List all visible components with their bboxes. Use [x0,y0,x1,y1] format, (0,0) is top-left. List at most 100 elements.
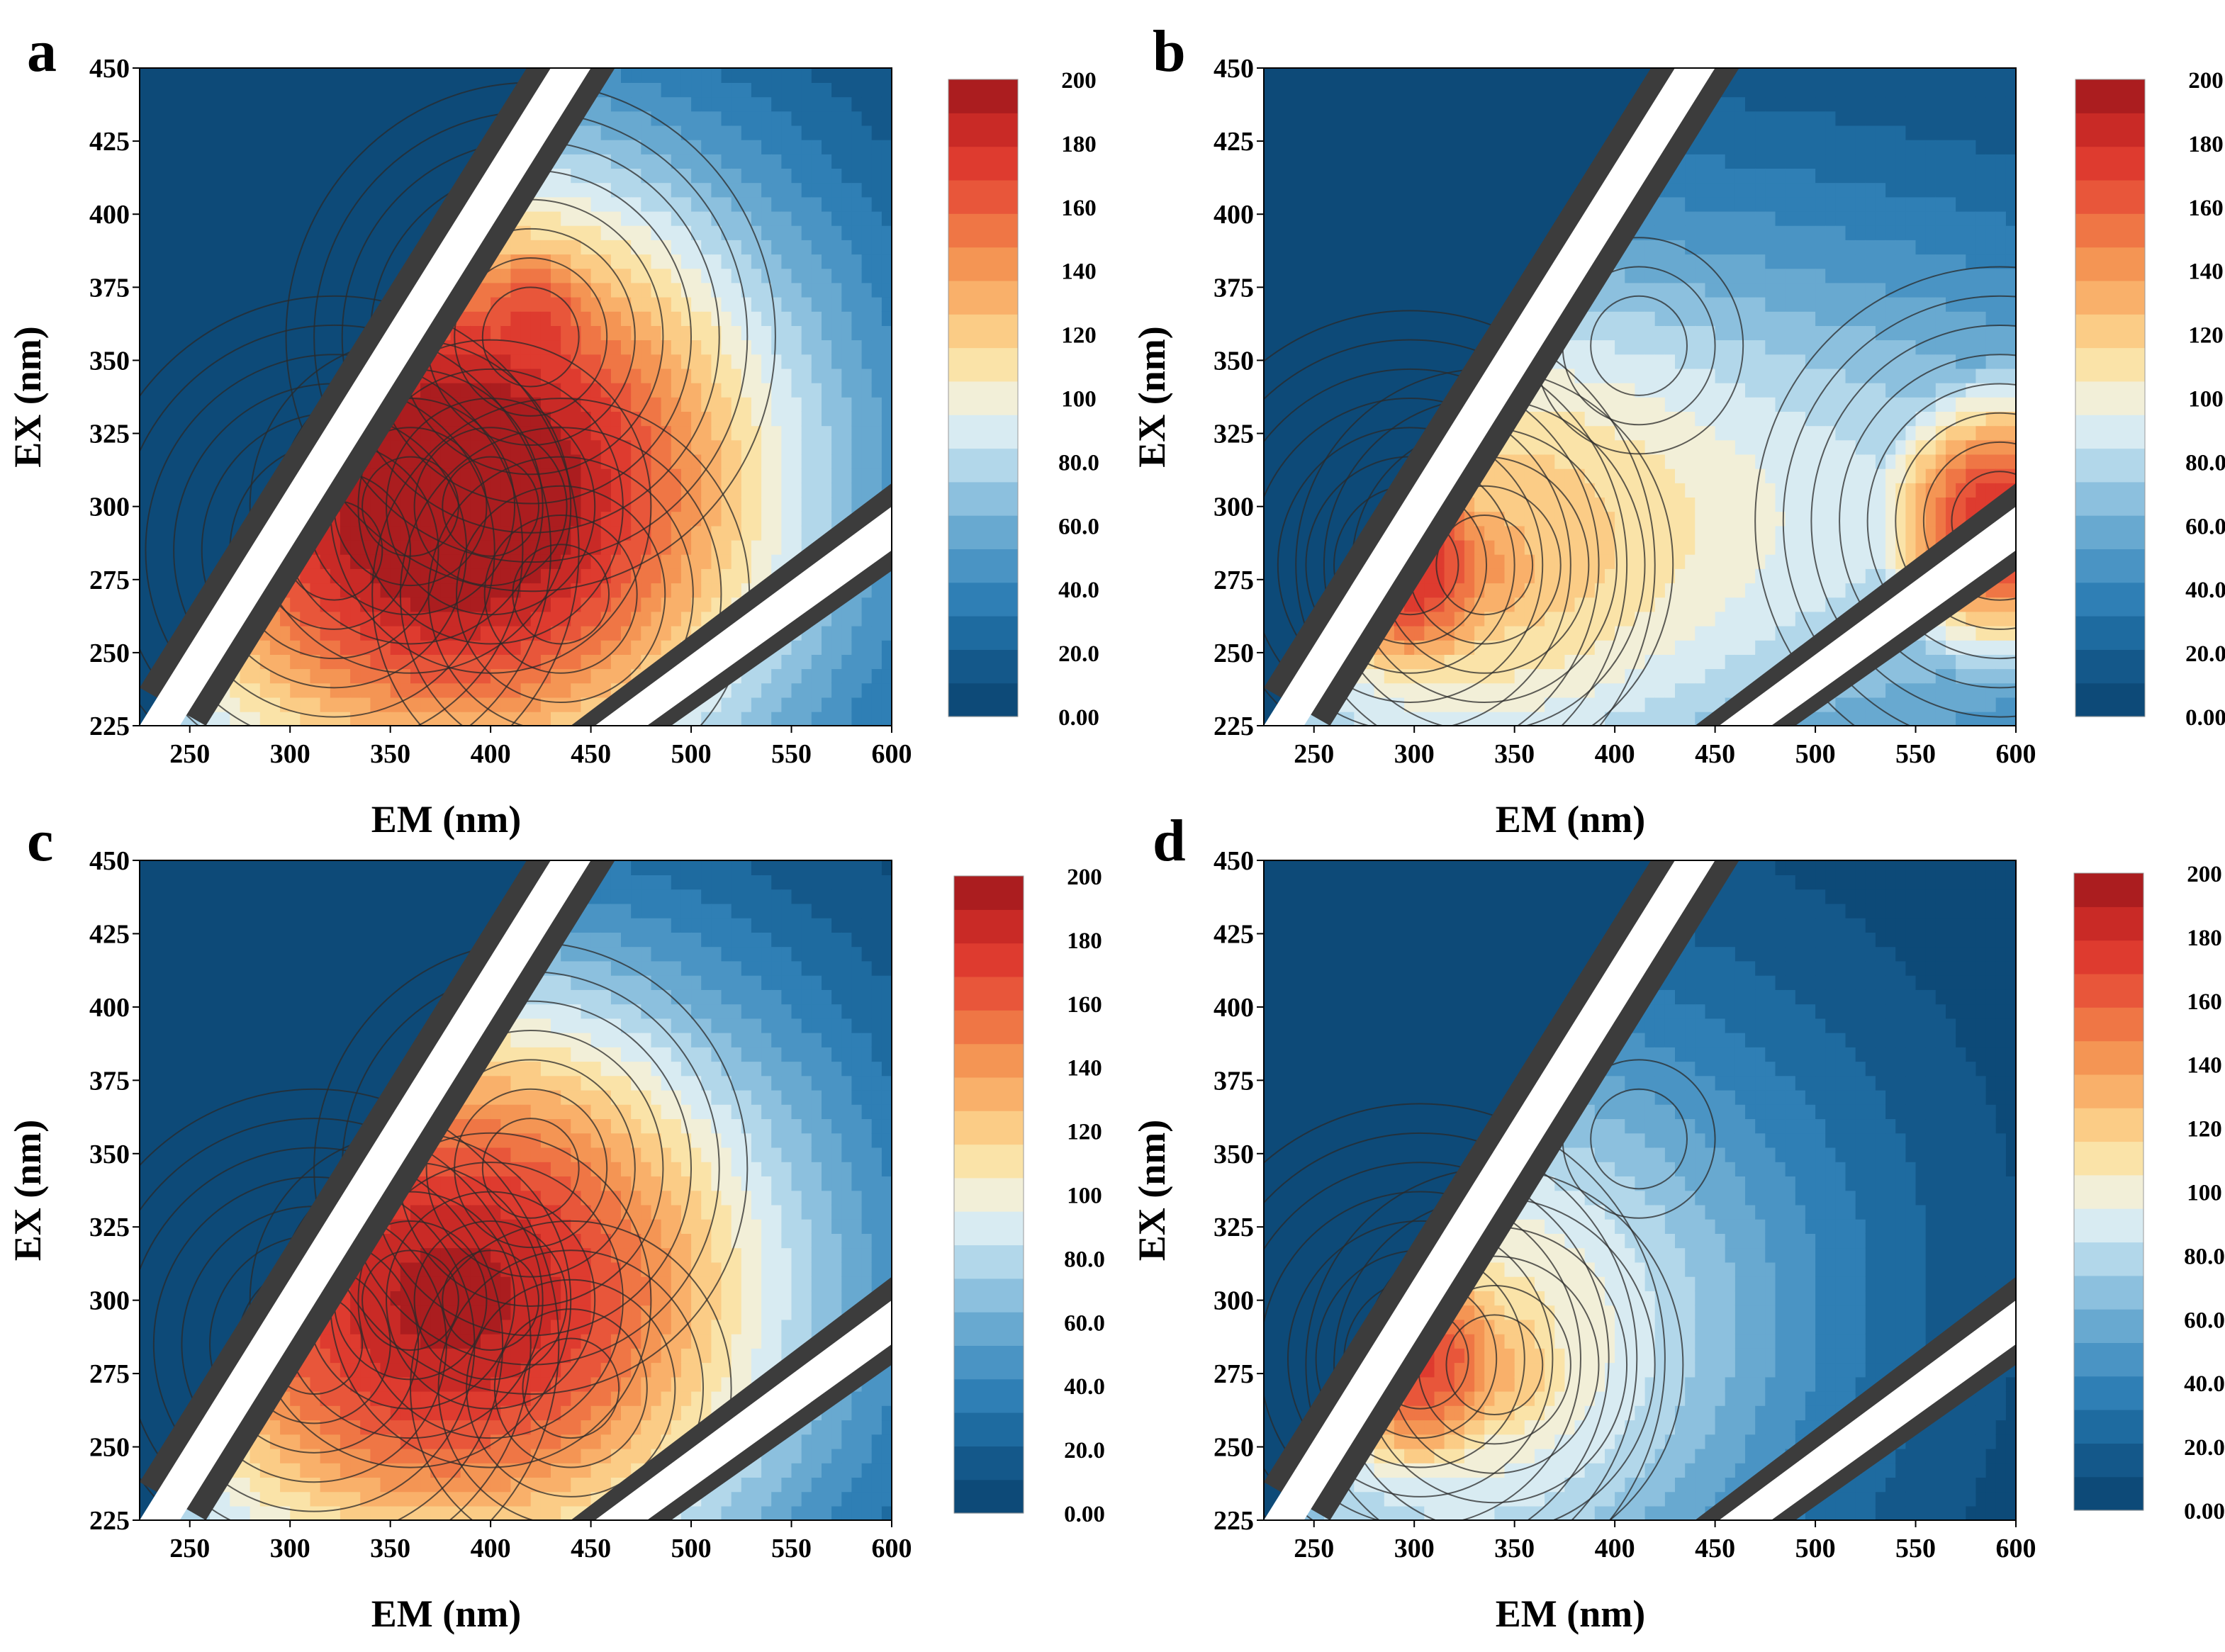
plot-area [140,68,892,726]
x-axis-label: EM (nm) [371,1592,521,1635]
colorbar-segment [2075,682,2145,717]
colorbar-segment [954,1177,1024,1212]
rayleigh-scatter-band [140,68,591,726]
colorbar-segment [2074,1007,2143,1042]
colorbar-segment [954,1077,1024,1111]
colorbar-tick-label: 180 [2188,132,2224,157]
colorbar-tick-label: 100 [1061,387,1097,412]
colorbar-tick-label: 20.0 [2184,1435,2225,1461]
colorbar-tick-label: 100 [2187,1181,2222,1206]
plot-frame [1263,860,2017,1521]
colorbar-segment [948,213,1018,248]
colorbar-segment [954,1010,1024,1045]
x-axis-label: EM (nm) [1496,1592,1645,1635]
y-tick-label: 325 [89,420,130,449]
colorbar-tick-label: 140 [2188,259,2224,285]
colorbar-tick-label: 0.00 [1058,705,1099,731]
x-tick-label: 500 [1795,739,1836,769]
colorbar-segment [948,682,1018,717]
y-tick-label: 350 [1214,346,1254,376]
colorbar-tick-label: 0.00 [2184,1499,2225,1524]
colorbar-tick-label: 60.0 [1064,1310,1105,1336]
colorbar-segment [954,909,1024,944]
colorbar-tick-label: 140 [1067,1056,1102,1081]
colorbar-tick-label: 160 [2187,989,2222,1015]
colorbar-tick-label: 180 [1067,928,1102,954]
y-tick-label: 375 [89,273,130,303]
x-tick-label: 550 [771,1534,812,1563]
y-tick-label: 275 [89,566,130,595]
colorbar-segment [2074,1342,2143,1377]
colorbar-segment [948,113,1018,147]
rayleigh-scatter-band [140,860,591,1520]
colorbar-tick-label: 160 [2188,196,2224,221]
colorbar-tick-label: 40.0 [1064,1374,1105,1400]
colorbar-tick-label: 60.0 [1058,514,1099,539]
y-tick-label: 425 [89,127,130,157]
y-tick-label: 250 [1214,1433,1254,1463]
x-tick-label: 600 [872,1534,912,1563]
colorbar-segment [948,649,1018,684]
colorbar-tick-label: 100 [2188,387,2224,412]
colorbar-segment [2075,79,2145,113]
x-tick-label: 350 [370,739,410,769]
colorbar: 0.00 20.0 40.0 60.0 80.0 100 120 140 160 180 200 [2075,68,2225,731]
colorbar: 0.00 20.0 40.0 60.0 80.0 100 120 140 160 180 200 [953,865,1105,1527]
x-tick-label: 350 [1494,739,1535,769]
y-axis-label: EX (nm) [1131,326,1173,468]
colorbar-segment [948,381,1018,415]
colorbar-segment [2075,280,2145,315]
second-order-scatter-edge [571,1276,892,1520]
colorbar-segment [948,515,1018,549]
colorbar-segment [954,1244,1024,1279]
y-tick-label: 350 [1214,1140,1254,1169]
colorbar-segment [948,347,1018,382]
colorbar-segment [954,876,1024,910]
y-tick-label: 225 [89,712,130,741]
colorbar-segment [2074,906,2143,941]
axes: 250 300 350 400 450 500 550 600 225 250 275 300 325 3… [6,846,912,1635]
heatmap-cells [159,68,892,726]
colorbar-tick-label: 120 [2188,323,2224,349]
rayleigh-scatter-band [1264,860,1715,1520]
plot-area [1264,860,2016,1520]
colorbar-segment [2074,1108,2143,1142]
y-tick-label: 275 [89,1359,130,1389]
x-tick-label: 350 [370,1534,410,1563]
x-tick-label: 250 [169,739,210,769]
rayleigh-scatter-band [1264,68,1715,726]
colorbar-segment [2075,549,2145,583]
plot-frame [139,67,892,726]
x-tick-label: 450 [571,739,611,769]
y-tick-label: 450 [89,54,130,84]
colorbar-tick-label: 160 [1067,992,1102,1018]
colorbar-tick-label: 200 [1067,865,1102,890]
y-tick-label: 275 [1214,566,1254,595]
y-tick-label: 450 [1214,846,1254,876]
colorbar-segment [948,146,1018,181]
panel-a: 250 300 350 400 450 500 550 600 225 250 275 300 325 3… [6,18,1099,841]
x-tick-label: 500 [1795,1534,1836,1563]
colorbar-tick-label: 60.0 [2185,514,2225,539]
colorbar-frame [953,875,1024,1514]
y-tick-label: 400 [1214,993,1254,1023]
colorbar-tick-label: 60.0 [2184,1308,2225,1333]
colorbar-segment [2075,515,2145,549]
colorbar-tick-label: 80.0 [2184,1244,2225,1269]
colorbar-tick-label: 40.0 [2185,578,2225,603]
x-tick-label: 350 [1494,1534,1535,1563]
plot-area [1264,68,2016,726]
colorbar-segment [948,314,1018,349]
second-order-scatter-edge [571,483,892,726]
colorbar-segment [948,616,1018,650]
panel-letter: d [1153,808,1186,874]
colorbar-tick-label: 80.0 [2185,450,2225,476]
colorbar-tick-label: 160 [1061,196,1097,221]
colorbar-segment [2074,1476,2143,1511]
panel-letter: a [27,18,57,84]
colorbar-segment [2075,448,2145,483]
x-tick-label: 550 [1895,1534,1936,1563]
colorbar-segment [2074,1141,2143,1176]
colorbar-segment [948,549,1018,583]
